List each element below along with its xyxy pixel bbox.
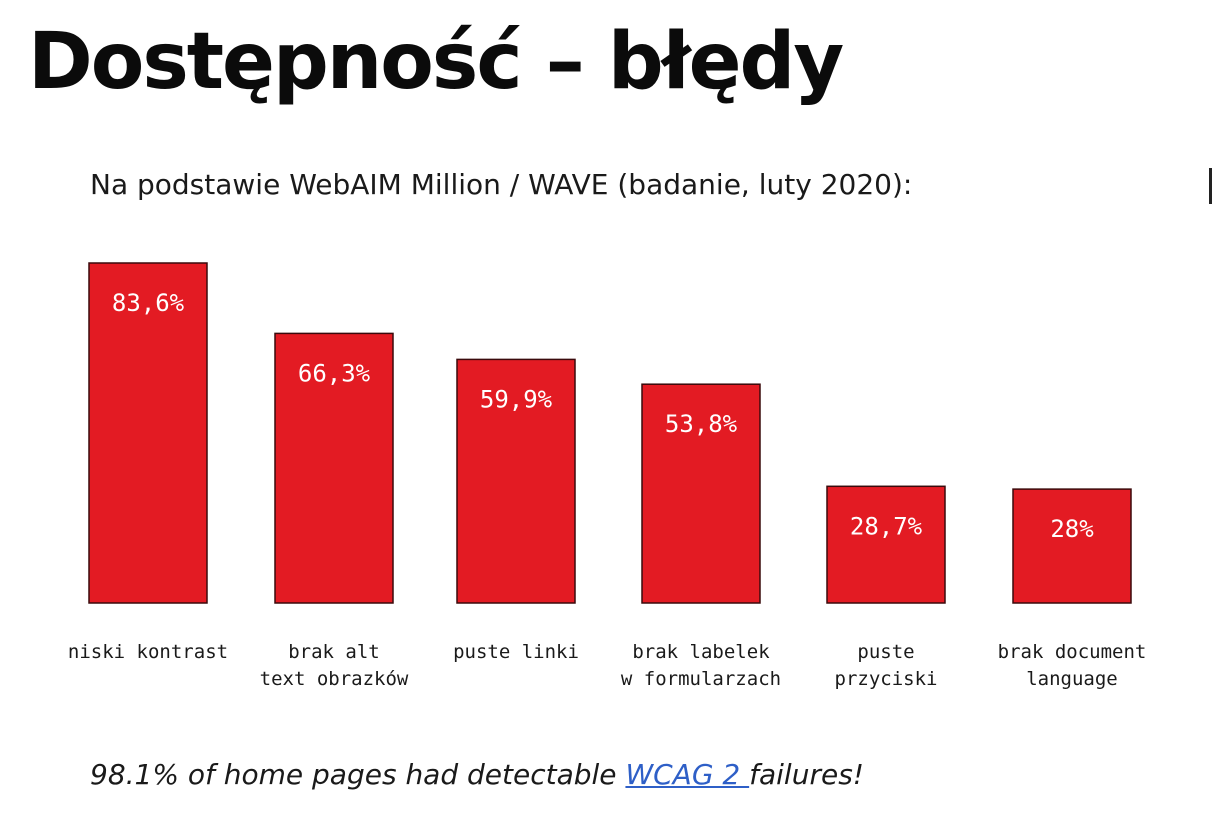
bar-2 — [274, 332, 394, 604]
category-label: brak alt — [288, 641, 380, 663]
footer-text-after: failures! — [749, 758, 865, 791]
category-label: brak labelek — [632, 641, 770, 663]
edge-mark — [1209, 168, 1212, 204]
bar-value-label: 83,6% — [112, 289, 185, 317]
bar-value-label: 53,8% — [665, 410, 738, 438]
footer-text-before: 98.1% of home pages had detectable — [90, 758, 626, 791]
bar-6 — [1012, 488, 1132, 604]
category-label: w formularzach — [621, 668, 781, 690]
category-label: brak document — [998, 641, 1147, 663]
bar-value-label: 28,7% — [850, 512, 923, 540]
bar-value-label: 28% — [1050, 515, 1094, 543]
bar-3 — [456, 358, 576, 604]
category-label: przyciski — [835, 668, 938, 690]
category-label: language — [1026, 668, 1118, 690]
bar-value-label: 59,9% — [480, 385, 553, 413]
chart-subtitle: Na podstawie WebAIM Million / WAVE (bada… — [90, 168, 913, 201]
bar-1 — [88, 262, 208, 604]
bar-value-label: 66,3% — [298, 359, 371, 387]
footer-note: 98.1% of home pages had detectable WCAG … — [90, 758, 864, 791]
bar-4 — [641, 383, 761, 604]
wcag-link[interactable]: WCAG 2 — [625, 758, 750, 791]
bar-5 — [826, 485, 946, 604]
category-label: puste — [857, 641, 914, 663]
slide-title: Dostępność – błędy — [28, 17, 844, 107]
category-label: text obrazków — [260, 668, 409, 690]
category-label: niski kontrast — [68, 641, 228, 663]
category-label: puste linki — [453, 641, 579, 663]
